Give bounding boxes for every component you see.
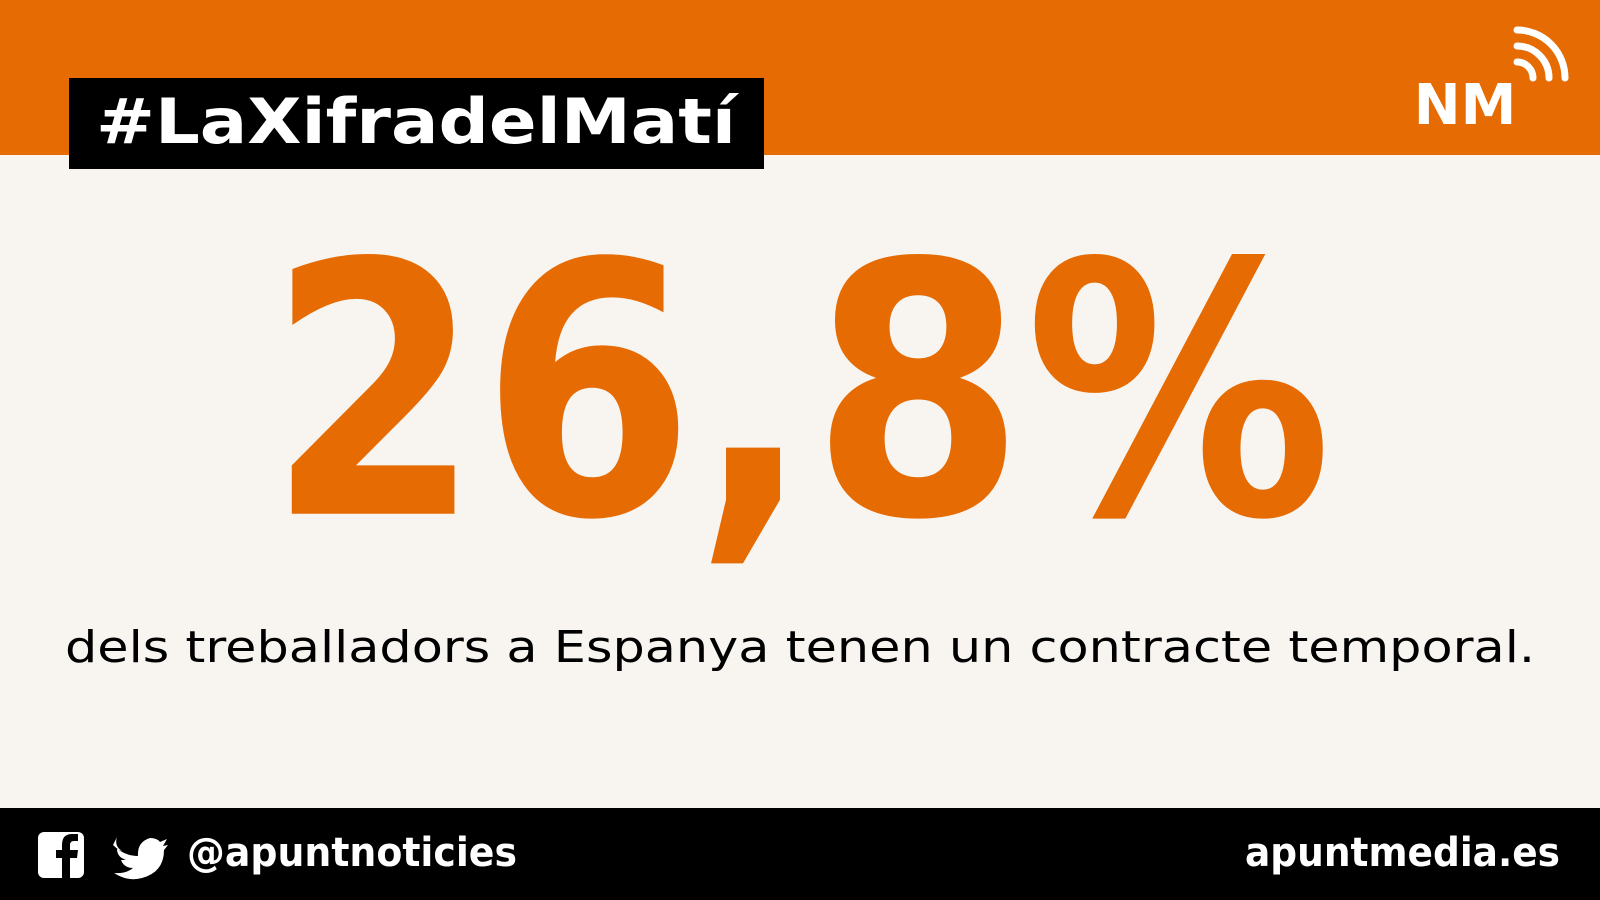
twitter-icon — [113, 837, 168, 880]
signal-icon — [1513, 26, 1569, 82]
website: apuntmedia.es — [1245, 830, 1560, 876]
caption: dels treballadors a Espanya tenen un con… — [65, 622, 1535, 673]
big-figure: 26,8% — [268, 189, 1333, 597]
logo: NM — [1414, 73, 1517, 138]
social-handle: @apuntnoticies — [187, 830, 517, 876]
facebook-icon — [38, 832, 84, 878]
hashtag-box — [69, 78, 764, 169]
hashtag: #LaXifradelMatí — [96, 85, 739, 158]
footer-band — [0, 808, 1600, 900]
